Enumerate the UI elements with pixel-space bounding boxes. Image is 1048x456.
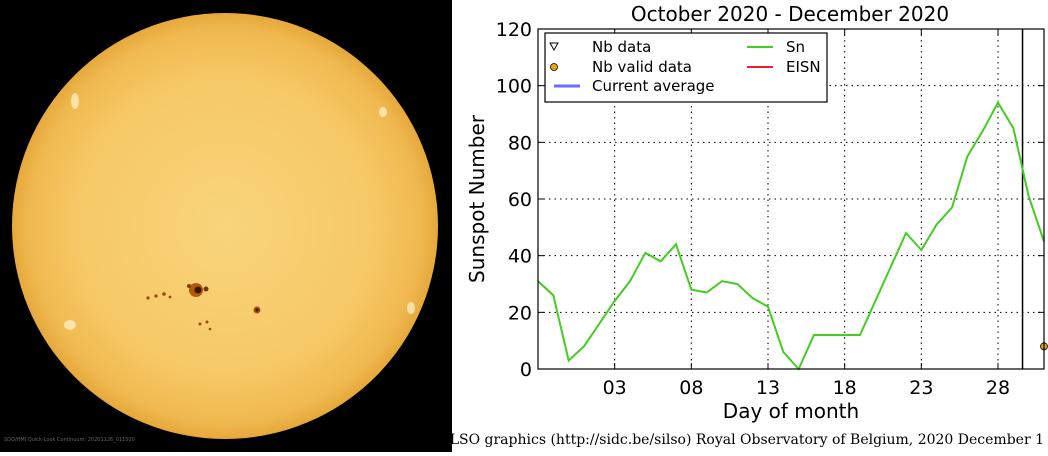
legend-item-eisn: EISN (747, 58, 821, 76)
legend-label: Nb valid data (592, 58, 692, 76)
credit-text: SILSO graphics (http://sidc.be/silso) Ro… (452, 432, 1044, 448)
legend-item-nb-valid-data: Nb valid data (550, 58, 692, 76)
y-tick-label: 20 (508, 302, 532, 324)
sun-disk-image (12, 13, 438, 439)
legend-box (544, 32, 828, 103)
solar-disk (12, 13, 438, 439)
legend-item-sn: Sn (747, 38, 805, 56)
legend-label: EISN (786, 58, 821, 76)
y-tick-label: 40 (508, 246, 532, 268)
x-tick-label: 23 (909, 377, 933, 399)
legend-item-current-average: Current average (554, 77, 715, 95)
legend-item-nb-data: Nb data (549, 38, 651, 56)
chart-title: October 2020 - December 2020 (631, 2, 949, 26)
sun-image-caption: SDO/HMI Quick-Look Continuum: 20201126_0… (4, 437, 135, 443)
y-tick-label: 60 (508, 189, 532, 211)
x-tick-label: 18 (833, 377, 857, 399)
legend-label: Nb data (592, 38, 651, 56)
x-tick-label: 03 (603, 377, 627, 399)
legend: Nb data Nb valid data Current average Sn… (544, 32, 828, 103)
triangle-down-icon (549, 42, 559, 52)
chart-ticks: 03 08 13 18 23 28 0 20 40 60 80 100 120 (496, 19, 1044, 399)
x-axis-label: Day of month (723, 399, 859, 423)
y-tick-label: 100 (496, 76, 532, 98)
sunspot-chart: October 2020 - December 2020 03 08 13 18 23 2… (452, 2, 1048, 448)
x-tick-label: 28 (986, 377, 1010, 399)
legend-label: Current average (592, 77, 715, 95)
y-tick-label: 80 (508, 132, 532, 154)
sn-series-line (537, 100, 1045, 371)
sunspot-group-main (146, 283, 261, 331)
legend-label: Sn (786, 38, 805, 56)
circle-marker-icon (550, 63, 558, 71)
faculae (64, 93, 415, 330)
y-tick-label: 0 (520, 359, 532, 381)
y-tick-label: 120 (496, 19, 532, 41)
x-tick-label: 08 (679, 377, 703, 399)
x-tick-label: 13 (756, 377, 780, 399)
sun-image-panel: SDO/HMI Quick-Look Continuum: 20201126_0… (0, 0, 452, 452)
y-axis-label: Sunspot Number (465, 114, 489, 283)
